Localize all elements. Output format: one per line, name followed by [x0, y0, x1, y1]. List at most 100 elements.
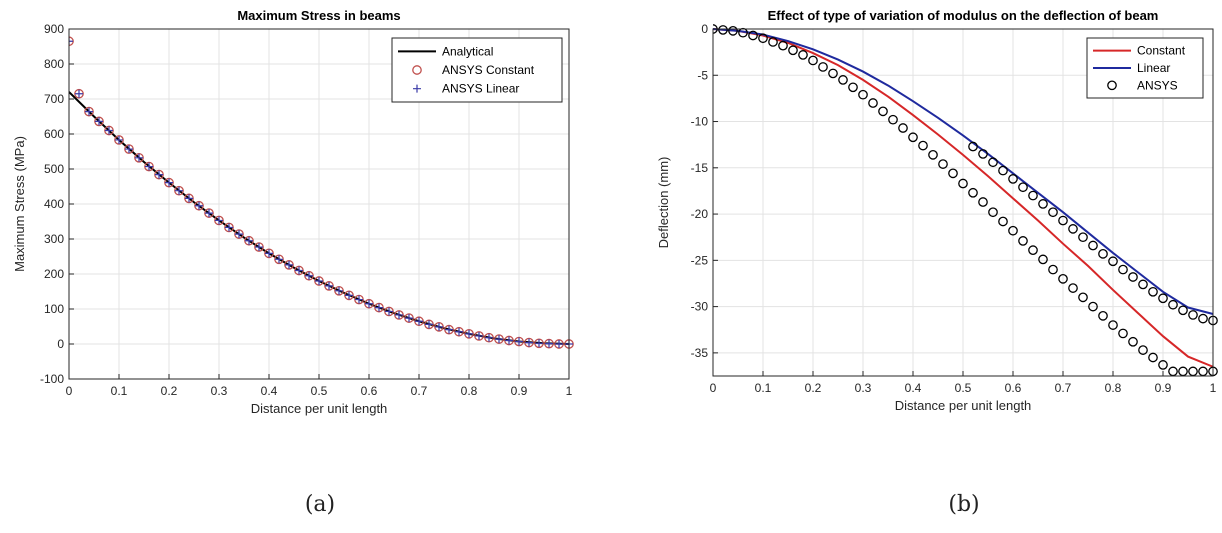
series-ansys-constant-point: [384, 306, 394, 317]
x-tick-label: 0.3: [855, 381, 872, 395]
series-ansys-point: [958, 178, 968, 189]
series-ansys-constant-point: [284, 260, 294, 270]
series-ansys-point: [1198, 313, 1208, 324]
series-ansys-point: [888, 114, 898, 125]
series-ansys-constant-point: [364, 298, 374, 309]
y-tick-label: 800: [44, 57, 64, 71]
series-constant-line: [713, 28, 1214, 368]
series-ansys-point: [898, 123, 908, 133]
legend-label-ansys-constant: ANSYS Constant: [442, 63, 535, 77]
series-ansys-point: [1148, 286, 1158, 297]
series-ansys-linear-point: [225, 223, 233, 232]
series-ansys-point: [1098, 311, 1108, 321]
y-tick-label: 700: [44, 92, 64, 106]
series-ansys-linear-point: [265, 249, 273, 258]
y-tick-label: 300: [44, 232, 64, 246]
series-ansys-linear-point: [125, 145, 133, 154]
legend-marker-ansys-linear: [413, 84, 421, 93]
y-tick-label: 200: [44, 267, 64, 281]
x-tick-label: 0.9: [1155, 381, 1172, 395]
series-ansys-constant-point: [534, 338, 544, 349]
series-ansys-point: [748, 30, 758, 41]
series-ansys-point: [828, 68, 838, 79]
series-ansys-linear-point: [445, 325, 453, 334]
y-tick-label: -30: [691, 300, 709, 314]
series-ansys-point: [1128, 272, 1138, 282]
series-ansys-constant-point: [174, 185, 184, 196]
series-ansys-linear-point: [95, 117, 103, 126]
series-ansys-point: [998, 165, 1008, 176]
y-tick-label: 0: [57, 337, 64, 351]
legend: Constant Linear ANSYS: [1086, 37, 1204, 99]
series-ansys-constant-point: [494, 334, 504, 344]
series-ansys-point: [978, 197, 988, 207]
x-tick-label: 0.8: [461, 384, 478, 398]
series-ansys-linear-point: [69, 37, 73, 46]
series-ansys-linear-point: [175, 186, 183, 195]
series-ansys-constant-point: [274, 254, 284, 265]
chart-title: Effect of type of variation of modulus o…: [768, 8, 1159, 23]
series-ansys-linear-point: [405, 314, 413, 323]
series-ansys-linear-point: [235, 230, 243, 239]
series-ansys-point: [1068, 224, 1078, 234]
x-tick-label: 0.9: [511, 384, 528, 398]
series-ansys-point: [1188, 310, 1198, 320]
series-ansys-point: [878, 106, 888, 117]
x-tick-label: 0.2: [161, 384, 178, 398]
series-ansys-point: [968, 141, 978, 152]
series-ansys-point: [1058, 273, 1068, 284]
series-ansys-point: [1078, 292, 1088, 303]
series-ansys-linear-point: [485, 333, 493, 342]
series-ansys-constant-point: [444, 324, 454, 335]
x-tick-label: 0.7: [411, 384, 428, 398]
series-ansys-linear-point: [205, 209, 213, 218]
series-ansys-constant-point: [484, 332, 494, 343]
x-tick-label: 1: [566, 384, 573, 398]
series-ansys-constant-point: [304, 270, 314, 281]
axes-box: [712, 28, 1214, 377]
data-layer: [69, 36, 574, 349]
series-ansys-linear-point: [525, 338, 533, 347]
x-tick-label: 0.1: [111, 384, 128, 398]
y-tick-label: 0: [701, 22, 708, 36]
series-ansys-linear-point: [285, 260, 293, 269]
series-ansys-constant-point: [104, 125, 114, 136]
x-tick-label: 0.7: [1055, 381, 1072, 395]
series-ansys-point: [918, 140, 928, 151]
series-ansys-point: [848, 82, 858, 93]
series-ansys-constant-point: [214, 215, 224, 226]
x-tick-label: 0: [66, 384, 73, 398]
chart-b: 0 0.1 0.2 0.3 0.4 0.5 0.6 0.7 0.8 0.9 1 0 -5 -10 -15 -2…: [656, 8, 1218, 517]
x-tick-label: 0.5: [955, 381, 972, 395]
series-ansys-point: [728, 26, 738, 36]
legend-label-linear: Linear: [1137, 61, 1170, 75]
series-ansys-linear-point: [85, 107, 93, 116]
y-tick-label: 100: [44, 302, 64, 316]
x-tick-label: 0.6: [1005, 381, 1022, 395]
series-ansys-constant-point: [94, 116, 104, 127]
series-ansys-point: [908, 132, 918, 143]
series-ansys-linear-point: [75, 89, 83, 98]
y-tick-label: 900: [44, 22, 64, 36]
series-ansys-constant-point: [374, 302, 384, 313]
series-ansys-constant-point: [84, 106, 94, 117]
series-ansys-linear-point: [305, 271, 313, 280]
series-ansys-linear-point: [155, 170, 163, 179]
series-ansys-point: [988, 157, 998, 168]
series-ansys-point: [1018, 236, 1028, 246]
series-ansys-point: [1078, 232, 1088, 243]
series-ansys-point: [988, 207, 998, 218]
chart-title: Maximum Stress in beams: [237, 8, 400, 23]
series-ansys-constant-point: [434, 321, 444, 332]
x-tick-label: 0.1: [755, 381, 772, 395]
series-ansys-point: [968, 187, 978, 198]
series-ansys-linear-point: [105, 126, 113, 135]
series-ansys-point: [758, 33, 768, 44]
series-ansys-point: [1128, 336, 1138, 347]
y-tick-label: -25: [691, 253, 709, 267]
series-ansys-point: [798, 50, 808, 60]
series-ansys-constant-point: [314, 276, 324, 286]
series-ansys-linear-point: [425, 320, 433, 329]
series-ansys-linear-point: [495, 335, 503, 344]
series-ansys-point: [978, 149, 988, 159]
